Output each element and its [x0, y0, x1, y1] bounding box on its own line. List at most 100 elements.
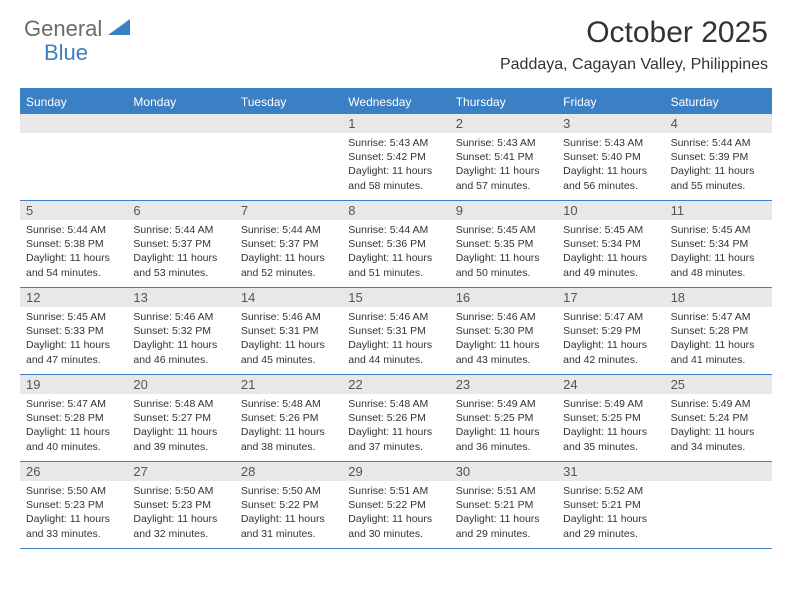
- cell-content: Sunrise: 5:46 AMSunset: 5:32 PMDaylight:…: [127, 307, 234, 371]
- calendar-cell: 19Sunrise: 5:47 AMSunset: 5:28 PMDayligh…: [20, 375, 127, 461]
- date-number: 15: [342, 288, 449, 307]
- date-number: 20: [127, 375, 234, 394]
- date-number: 24: [557, 375, 664, 394]
- cell-content: Sunrise: 5:50 AMSunset: 5:23 PMDaylight:…: [20, 481, 127, 545]
- calendar-cell: 23Sunrise: 5:49 AMSunset: 5:25 PMDayligh…: [450, 375, 557, 461]
- date-number: 26: [20, 462, 127, 481]
- calendar-cell: 21Sunrise: 5:48 AMSunset: 5:26 PMDayligh…: [235, 375, 342, 461]
- date-number-empty: [235, 114, 342, 133]
- cell-content: Sunrise: 5:46 AMSunset: 5:30 PMDaylight:…: [450, 307, 557, 371]
- cell-content: Sunrise: 5:44 AMSunset: 5:37 PMDaylight:…: [235, 220, 342, 284]
- day-header: Saturday: [665, 90, 772, 114]
- header: General Blue October 2025 Paddaya, Cagay…: [0, 0, 792, 78]
- calendar-cell: 6Sunrise: 5:44 AMSunset: 5:37 PMDaylight…: [127, 201, 234, 287]
- calendar-cell: 17Sunrise: 5:47 AMSunset: 5:29 PMDayligh…: [557, 288, 664, 374]
- calendar-cell: 15Sunrise: 5:46 AMSunset: 5:31 PMDayligh…: [342, 288, 449, 374]
- cell-content: Sunrise: 5:44 AMSunset: 5:36 PMDaylight:…: [342, 220, 449, 284]
- date-number: 28: [235, 462, 342, 481]
- calendar-cell: 16Sunrise: 5:46 AMSunset: 5:30 PMDayligh…: [450, 288, 557, 374]
- calendar-cell: 28Sunrise: 5:50 AMSunset: 5:22 PMDayligh…: [235, 462, 342, 548]
- day-header: Sunday: [20, 90, 127, 114]
- date-number: 29: [342, 462, 449, 481]
- calendar-cell: 30Sunrise: 5:51 AMSunset: 5:21 PMDayligh…: [450, 462, 557, 548]
- calendar-cell: 31Sunrise: 5:52 AMSunset: 5:21 PMDayligh…: [557, 462, 664, 548]
- calendar-cell: 25Sunrise: 5:49 AMSunset: 5:24 PMDayligh…: [665, 375, 772, 461]
- calendar-cell: [20, 114, 127, 200]
- cell-content: Sunrise: 5:43 AMSunset: 5:42 PMDaylight:…: [342, 133, 449, 197]
- calendar-cell: 9Sunrise: 5:45 AMSunset: 5:35 PMDaylight…: [450, 201, 557, 287]
- date-number: 12: [20, 288, 127, 307]
- calendar-week: 1Sunrise: 5:43 AMSunset: 5:42 PMDaylight…: [20, 114, 772, 201]
- logo-text-blue: Blue: [44, 40, 88, 66]
- logo-triangle-icon: [108, 19, 130, 40]
- calendar-cell: 12Sunrise: 5:45 AMSunset: 5:33 PMDayligh…: [20, 288, 127, 374]
- cell-content: Sunrise: 5:48 AMSunset: 5:27 PMDaylight:…: [127, 394, 234, 458]
- calendar-week: 12Sunrise: 5:45 AMSunset: 5:33 PMDayligh…: [20, 288, 772, 375]
- calendar-cell: 22Sunrise: 5:48 AMSunset: 5:26 PMDayligh…: [342, 375, 449, 461]
- date-number: 1: [342, 114, 449, 133]
- month-title: October 2025: [500, 16, 768, 50]
- cell-content: Sunrise: 5:45 AMSunset: 5:33 PMDaylight:…: [20, 307, 127, 371]
- calendar-cell: 24Sunrise: 5:49 AMSunset: 5:25 PMDayligh…: [557, 375, 664, 461]
- cell-content: Sunrise: 5:49 AMSunset: 5:25 PMDaylight:…: [450, 394, 557, 458]
- title-block: October 2025 Paddaya, Cagayan Valley, Ph…: [500, 16, 768, 74]
- cell-content: Sunrise: 5:46 AMSunset: 5:31 PMDaylight:…: [342, 307, 449, 371]
- date-number: 30: [450, 462, 557, 481]
- cell-content: Sunrise: 5:44 AMSunset: 5:39 PMDaylight:…: [665, 133, 772, 197]
- calendar-cell: 27Sunrise: 5:50 AMSunset: 5:23 PMDayligh…: [127, 462, 234, 548]
- cell-content: Sunrise: 5:52 AMSunset: 5:21 PMDaylight:…: [557, 481, 664, 545]
- date-number-empty: [127, 114, 234, 133]
- calendar-cell: 3Sunrise: 5:43 AMSunset: 5:40 PMDaylight…: [557, 114, 664, 200]
- date-number-empty: [20, 114, 127, 133]
- day-header: Monday: [127, 90, 234, 114]
- date-number: 11: [665, 201, 772, 220]
- day-headers-row: SundayMondayTuesdayWednesdayThursdayFrid…: [20, 90, 772, 114]
- date-number: 7: [235, 201, 342, 220]
- logo: General Blue: [24, 16, 132, 42]
- date-number: 3: [557, 114, 664, 133]
- date-number: 5: [20, 201, 127, 220]
- cell-content: Sunrise: 5:50 AMSunset: 5:23 PMDaylight:…: [127, 481, 234, 545]
- cell-content: Sunrise: 5:44 AMSunset: 5:38 PMDaylight:…: [20, 220, 127, 284]
- date-number: 2: [450, 114, 557, 133]
- cell-content: Sunrise: 5:51 AMSunset: 5:21 PMDaylight:…: [450, 481, 557, 545]
- calendar-cell: 2Sunrise: 5:43 AMSunset: 5:41 PMDaylight…: [450, 114, 557, 200]
- calendar-cell: 26Sunrise: 5:50 AMSunset: 5:23 PMDayligh…: [20, 462, 127, 548]
- date-number: 16: [450, 288, 557, 307]
- calendar-week: 26Sunrise: 5:50 AMSunset: 5:23 PMDayligh…: [20, 462, 772, 549]
- cell-content: Sunrise: 5:43 AMSunset: 5:40 PMDaylight:…: [557, 133, 664, 197]
- logo-text-general: General: [24, 16, 102, 42]
- calendar-cell: 10Sunrise: 5:45 AMSunset: 5:34 PMDayligh…: [557, 201, 664, 287]
- date-number: 31: [557, 462, 664, 481]
- cell-content: Sunrise: 5:46 AMSunset: 5:31 PMDaylight:…: [235, 307, 342, 371]
- date-number: 4: [665, 114, 772, 133]
- date-number: 13: [127, 288, 234, 307]
- date-number: 17: [557, 288, 664, 307]
- cell-content: Sunrise: 5:44 AMSunset: 5:37 PMDaylight:…: [127, 220, 234, 284]
- calendar-cell: 5Sunrise: 5:44 AMSunset: 5:38 PMDaylight…: [20, 201, 127, 287]
- calendar-cell: 20Sunrise: 5:48 AMSunset: 5:27 PMDayligh…: [127, 375, 234, 461]
- calendar-cell: 14Sunrise: 5:46 AMSunset: 5:31 PMDayligh…: [235, 288, 342, 374]
- date-number: 25: [665, 375, 772, 394]
- calendar: SundayMondayTuesdayWednesdayThursdayFrid…: [20, 88, 772, 549]
- cell-content: Sunrise: 5:47 AMSunset: 5:28 PMDaylight:…: [665, 307, 772, 371]
- calendar-week: 5Sunrise: 5:44 AMSunset: 5:38 PMDaylight…: [20, 201, 772, 288]
- date-number: 14: [235, 288, 342, 307]
- cell-content: Sunrise: 5:51 AMSunset: 5:22 PMDaylight:…: [342, 481, 449, 545]
- calendar-cell: [235, 114, 342, 200]
- day-header: Tuesday: [235, 90, 342, 114]
- date-number: 18: [665, 288, 772, 307]
- calendar-cell: [665, 462, 772, 548]
- calendar-cell: 11Sunrise: 5:45 AMSunset: 5:34 PMDayligh…: [665, 201, 772, 287]
- day-header: Wednesday: [342, 90, 449, 114]
- date-number-empty: [665, 462, 772, 481]
- location: Paddaya, Cagayan Valley, Philippines: [500, 56, 768, 74]
- date-number: 19: [20, 375, 127, 394]
- calendar-week: 19Sunrise: 5:47 AMSunset: 5:28 PMDayligh…: [20, 375, 772, 462]
- date-number: 8: [342, 201, 449, 220]
- day-header: Friday: [557, 90, 664, 114]
- cell-content: Sunrise: 5:43 AMSunset: 5:41 PMDaylight:…: [450, 133, 557, 197]
- date-number: 21: [235, 375, 342, 394]
- calendar-cell: 29Sunrise: 5:51 AMSunset: 5:22 PMDayligh…: [342, 462, 449, 548]
- calendar-cell: 7Sunrise: 5:44 AMSunset: 5:37 PMDaylight…: [235, 201, 342, 287]
